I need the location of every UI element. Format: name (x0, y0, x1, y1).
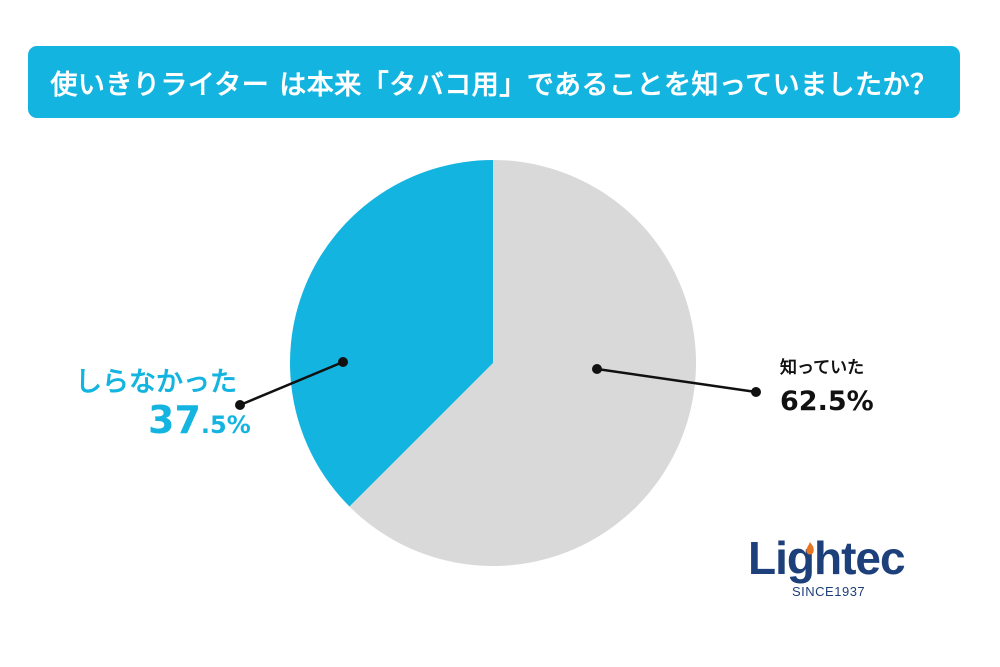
flame-icon (806, 542, 814, 555)
logo-wordmark: Lightec (748, 532, 906, 584)
leader-line-unknown (239, 360, 344, 407)
slice-label-known: 知っていた (780, 358, 865, 378)
slice-value-unknown-major: 37 (148, 398, 201, 442)
slice-label-unknown: しらなかった (75, 367, 237, 398)
slice-value-unknown: 37.5% (148, 398, 251, 442)
pie-slice-known (349, 160, 696, 566)
leader-line-known-end-dot (751, 387, 761, 397)
slice-value-known: 62.5% (780, 386, 874, 417)
leader-line-known-dot (592, 364, 602, 374)
title-banner: 使いきりライター は本来「タバコ用」であることを知っていましたか？ (28, 46, 960, 118)
chart-title: 使いきりライター は本来「タバコ用」であることを知っていましたか？ (50, 69, 938, 101)
pie-slice-unknown (289, 160, 493, 507)
logo-tagline: SINCE1937 (792, 584, 866, 599)
slice-value-unknown-minor: .5% (200, 411, 251, 439)
lightec-logo: Lightec SINCE1937 (748, 532, 906, 602)
leader-line-unknown-dot (338, 357, 348, 367)
leader-line-known (596, 367, 757, 394)
leader-line-unknown-end-dot (235, 400, 245, 410)
